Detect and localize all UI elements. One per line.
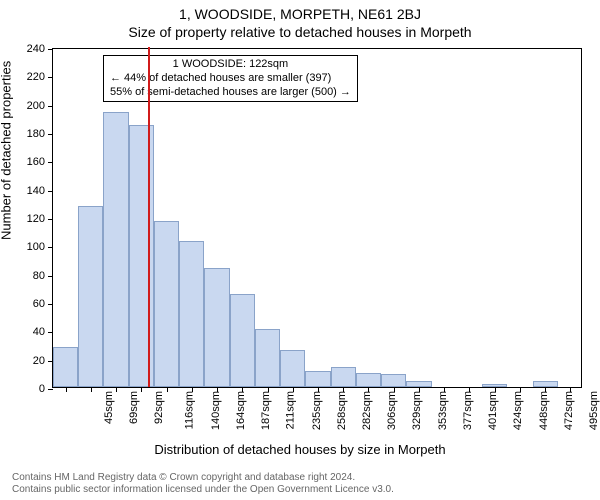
xtick-label: 495sqm <box>588 391 600 430</box>
xtick-mark <box>242 387 243 392</box>
ytick-mark <box>48 49 53 50</box>
xtick-label: 258sqm <box>336 391 348 430</box>
xtick-label: 377sqm <box>462 391 474 430</box>
xtick-mark <box>318 387 319 392</box>
plot-area: 1 WOODSIDE: 122sqm← 44% of detached hous… <box>52 48 582 388</box>
ytick-label: 180 <box>27 128 45 140</box>
ytick-label: 200 <box>27 100 45 112</box>
xtick-mark <box>91 387 92 392</box>
xtick-label: 353sqm <box>437 391 449 430</box>
ytick-label: 220 <box>27 71 45 83</box>
annotation-line: ← 44% of detached houses are smaller (39… <box>110 72 351 86</box>
ytick-mark <box>48 247 53 248</box>
chart-title-line1: 1, WOODSIDE, MORPETH, NE61 2BJ <box>0 6 600 22</box>
xtick-mark <box>495 387 496 392</box>
y-axis-label: Number of detached properties <box>0 61 14 240</box>
histogram-bar <box>179 241 204 387</box>
xtick-mark <box>343 387 344 392</box>
ytick-label: 60 <box>33 298 45 310</box>
xtick-mark <box>141 387 142 392</box>
xtick-label: 448sqm <box>538 391 550 430</box>
xtick-label: 329sqm <box>412 391 424 430</box>
x-axis-label: Distribution of detached houses by size … <box>0 442 600 457</box>
histogram-bar <box>331 367 356 387</box>
ytick-label: 100 <box>27 241 45 253</box>
xtick-label: 116sqm <box>184 391 196 429</box>
xtick-mark <box>520 387 521 392</box>
xtick-mark <box>394 387 395 392</box>
histogram-bar <box>381 374 406 387</box>
footer-line2: Contains public sector information licen… <box>12 484 600 496</box>
xtick-mark <box>368 387 369 392</box>
ytick-label: 240 <box>27 43 45 55</box>
xtick-label: 401sqm <box>487 391 499 430</box>
xtick-label: 45sqm <box>103 391 115 424</box>
xtick-mark <box>419 387 420 392</box>
footer-line1: Contains HM Land Registry data © Crown c… <box>12 472 600 484</box>
xtick-mark <box>116 387 117 392</box>
xtick-label: 424sqm <box>513 391 525 430</box>
histogram-bar <box>78 206 103 387</box>
ytick-label: 20 <box>33 355 45 367</box>
ytick-label: 140 <box>27 185 45 197</box>
ytick-mark <box>48 219 53 220</box>
xtick-label: 187sqm <box>260 391 272 430</box>
xtick-label: 211sqm <box>285 391 297 429</box>
annotation-box: 1 WOODSIDE: 122sqm← 44% of detached hous… <box>103 55 358 102</box>
chart-title-line2: Size of property relative to detached ho… <box>0 24 600 40</box>
ytick-mark <box>48 77 53 78</box>
annotation-line: 55% of semi-detached houses are larger (… <box>110 86 351 100</box>
xtick-mark <box>192 387 193 392</box>
annotation-line: 1 WOODSIDE: 122sqm <box>110 58 351 72</box>
footer-attribution: Contains HM Land Registry data © Crown c… <box>0 472 600 496</box>
histogram-bar <box>103 112 128 387</box>
histogram-bar <box>53 347 78 387</box>
ytick-label: 40 <box>33 326 45 338</box>
xtick-label: 282sqm <box>361 391 373 430</box>
histogram-bar <box>129 125 154 387</box>
xtick-label: 92sqm <box>153 391 165 424</box>
histogram-bar <box>154 221 179 387</box>
histogram-bar <box>305 371 330 387</box>
xtick-mark <box>217 387 218 392</box>
ytick-mark <box>48 276 53 277</box>
histogram-bar <box>356 373 381 387</box>
ytick-mark <box>48 389 53 390</box>
ytick-mark <box>48 106 53 107</box>
xtick-label: 306sqm <box>386 391 398 430</box>
xtick-label: 235sqm <box>311 391 323 430</box>
xtick-mark <box>167 387 168 392</box>
xtick-label: 69sqm <box>128 391 140 424</box>
xtick-label: 164sqm <box>235 391 247 430</box>
xtick-mark <box>545 387 546 392</box>
ytick-label: 120 <box>27 213 45 225</box>
xtick-mark <box>469 387 470 392</box>
histogram-bar <box>255 329 280 387</box>
xtick-mark <box>570 387 571 392</box>
ytick-mark <box>48 134 53 135</box>
ytick-label: 160 <box>27 156 45 168</box>
xtick-label: 472sqm <box>563 391 575 430</box>
ytick-mark <box>48 191 53 192</box>
histogram-bar <box>230 294 255 388</box>
ytick-mark <box>48 162 53 163</box>
ytick-label: 0 <box>39 383 45 395</box>
ytick-mark <box>48 304 53 305</box>
xtick-mark <box>444 387 445 392</box>
xtick-label: 140sqm <box>210 391 222 430</box>
histogram-bar <box>204 268 229 387</box>
xtick-mark <box>66 387 67 392</box>
marker-line <box>148 47 150 387</box>
chart-container: 1, WOODSIDE, MORPETH, NE61 2BJ Size of p… <box>0 0 600 500</box>
ytick-mark <box>48 332 53 333</box>
ytick-label: 80 <box>33 270 45 282</box>
xtick-mark <box>268 387 269 392</box>
xtick-mark <box>293 387 294 392</box>
histogram-bar <box>280 350 305 387</box>
